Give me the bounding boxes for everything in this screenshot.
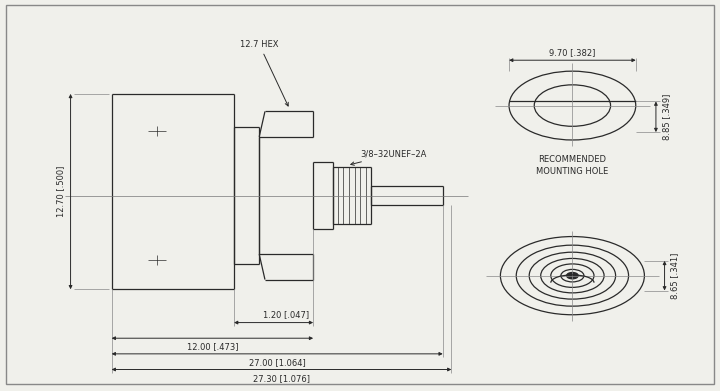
Text: RECOMMENDED
MOUNTING HOLE: RECOMMENDED MOUNTING HOLE	[536, 155, 608, 176]
Text: 3/8–32UNEF–2A: 3/8–32UNEF–2A	[351, 149, 426, 165]
Text: 8.85 [.349]: 8.85 [.349]	[662, 93, 671, 140]
Circle shape	[567, 273, 578, 279]
Text: 1.20 [.047]: 1.20 [.047]	[264, 310, 310, 319]
Text: 9.70 [.382]: 9.70 [.382]	[549, 48, 595, 57]
Text: 27.30 [1.076]: 27.30 [1.076]	[253, 374, 310, 383]
Text: 12.00 [.473]: 12.00 [.473]	[186, 343, 238, 352]
Text: 12.7 HEX: 12.7 HEX	[240, 40, 288, 106]
Text: 27.00 [1.064]: 27.00 [1.064]	[249, 358, 305, 367]
Text: 8.65 [.341]: 8.65 [.341]	[670, 253, 680, 299]
Text: 12.70 [.500]: 12.70 [.500]	[56, 166, 66, 217]
